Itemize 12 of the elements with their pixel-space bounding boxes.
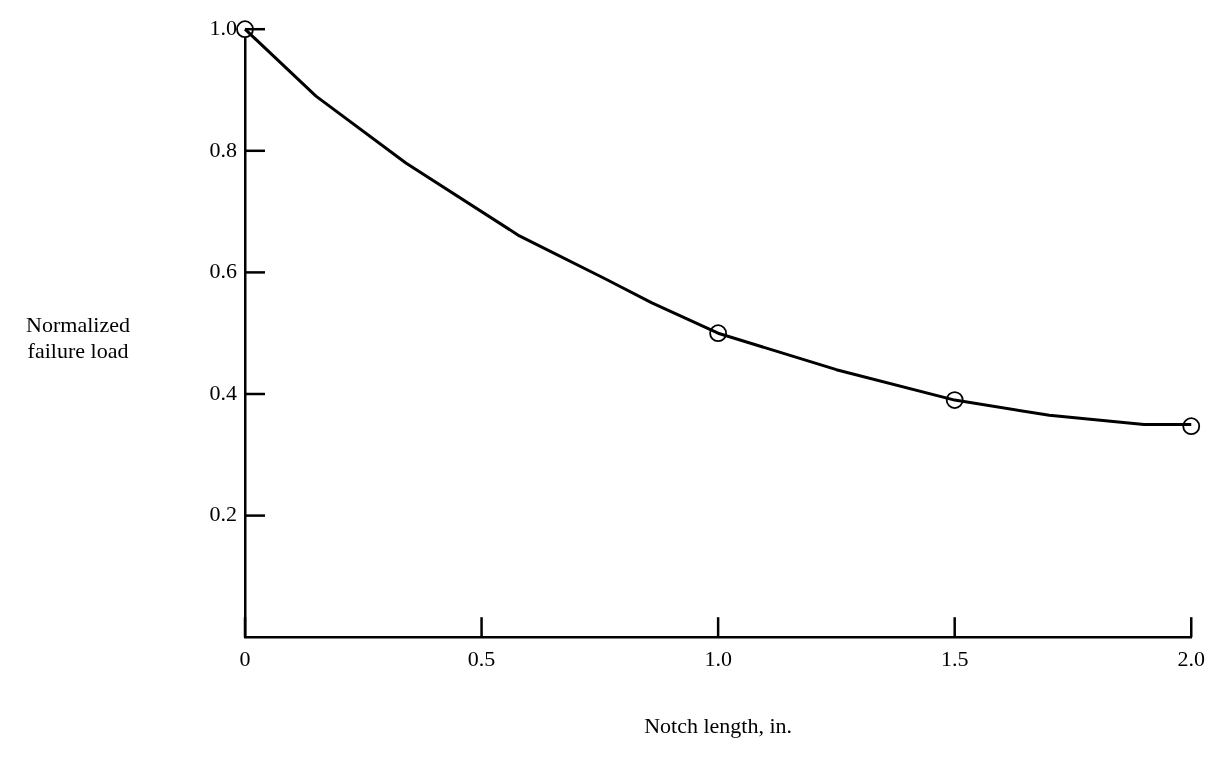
x-tick-label: 2.0 — [1177, 646, 1205, 672]
x-tick-label: 0 — [239, 646, 251, 672]
y-tick-label: 0.2 — [209, 501, 237, 527]
x-tick-label: 0.5 — [467, 646, 496, 672]
y-tick-label: 0.8 — [209, 136, 237, 162]
x-tick-label: 1.0 — [704, 646, 732, 672]
y-tick-label: 0.6 — [209, 258, 237, 284]
y-axis-title: Normalized failure load — [26, 311, 130, 363]
x-axis-title: Notch length, in. — [644, 712, 793, 738]
y-tick-label: 1.0 — [209, 14, 237, 40]
x-tick-label: 1.5 — [940, 646, 969, 672]
y-tick-label: 0.4 — [209, 379, 237, 405]
